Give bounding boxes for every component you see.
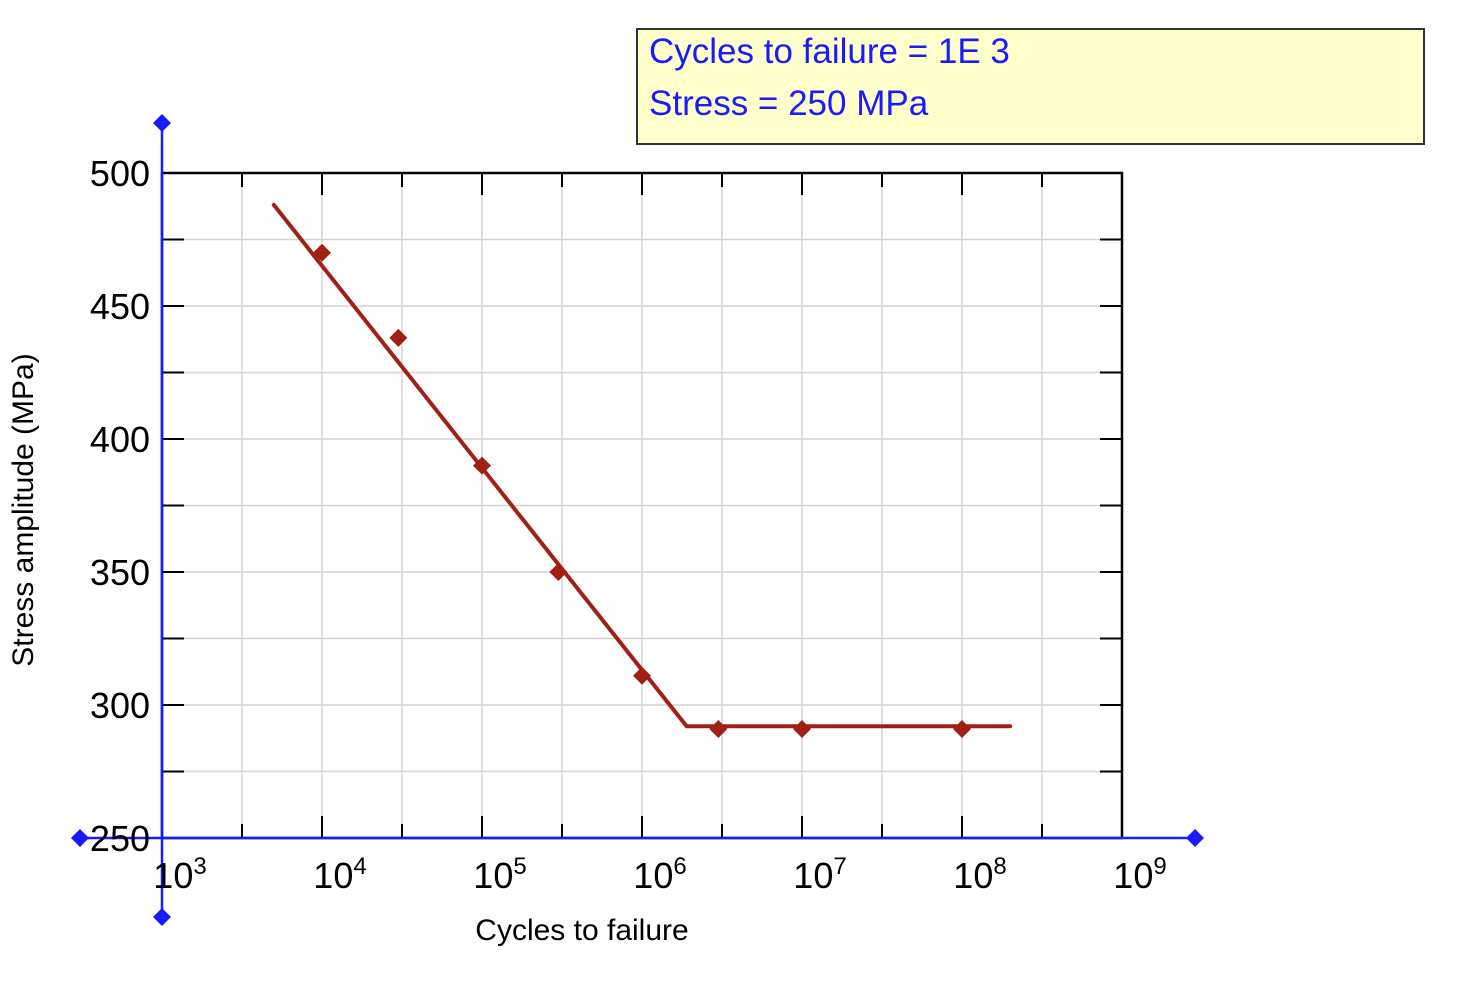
x-tick-label: 109 — [1113, 853, 1166, 896]
cursor-crosshair[interactable] — [71, 114, 1204, 926]
x-tick-label: 108 — [953, 853, 1006, 896]
cursor-handle[interactable] — [153, 114, 171, 132]
y-axis-label: Stress amplitude (MPa) — [7, 353, 40, 666]
data-point — [633, 666, 651, 685]
y-tick-label: 450 — [90, 286, 150, 327]
readout-cycles: Cycles to failure = 1E 3 — [649, 32, 1010, 71]
data-point — [389, 328, 408, 347]
data-point — [953, 719, 971, 738]
series-layer — [271, 202, 1013, 738]
data-point — [473, 456, 491, 475]
x-tick-label: 104 — [313, 853, 366, 896]
y-tick-label: 400 — [90, 419, 150, 460]
data-point — [709, 719, 728, 738]
cursor-readout: Cycles to failure = 1E 3 Stress = 250 MP… — [636, 28, 1425, 145]
y-tick-label: 300 — [90, 685, 150, 726]
data-point — [793, 719, 811, 738]
data-point — [549, 563, 568, 581]
x-tick-label: 106 — [633, 853, 686, 896]
tick-labels: 250 300 350 400 450 500 103 104 105 106 107 108 109 — [90, 153, 1167, 896]
readout-stress: Stress = 250 MPa — [649, 84, 929, 123]
cursor-handle[interactable] — [71, 829, 89, 847]
y-tick-label: 500 — [90, 153, 150, 194]
cursor-handle[interactable] — [1186, 829, 1204, 847]
x-tick-label: 105 — [473, 853, 526, 896]
grid — [162, 173, 1122, 838]
x-axis-label: Cycles to failure — [475, 914, 688, 947]
data-point — [313, 243, 331, 262]
y-tick-label: 250 — [90, 818, 150, 859]
y-tick-label: 350 — [90, 552, 150, 593]
x-tick-label: 107 — [793, 853, 846, 896]
fit-line — [271, 202, 1013, 729]
cursor-handle[interactable] — [153, 908, 171, 926]
x-tick-label: 103 — [153, 853, 206, 896]
tick-marks — [161, 172, 1123, 839]
